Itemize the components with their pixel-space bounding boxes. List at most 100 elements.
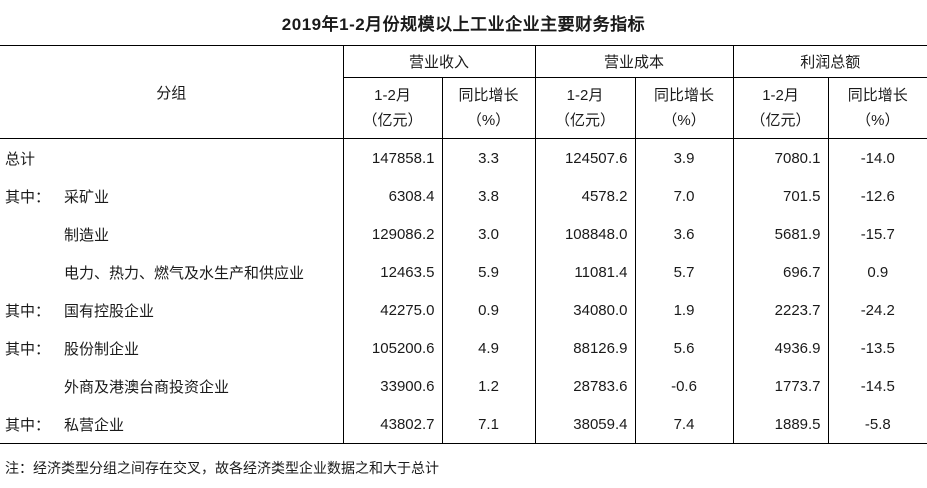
row-header-group: 分组: [0, 45, 343, 139]
table-row-foreign-invested: 外商及港澳台商投资企业 33900.6 1.2 28783.6 -0.6 177…: [0, 367, 927, 405]
row-label: 总计: [0, 139, 343, 178]
row-label: 其中： 国有控股企业: [0, 291, 343, 329]
row-label-name: 私营企业: [64, 416, 125, 434]
revenue-growth-cell: 4.9: [441, 329, 536, 367]
cost-growth-cell: 7.0: [634, 177, 734, 215]
col-group-revenue: 营业收入: [342, 45, 536, 78]
col-group-profit: 利润总额: [732, 45, 927, 78]
col-cost-growth: 同比增长 （%）: [634, 77, 734, 139]
profit-value-cell: 7080.1: [732, 138, 829, 177]
col-group-cost: 营业成本: [534, 45, 734, 78]
row-label-name: 制造业: [64, 226, 110, 244]
cost-value-cell: 38059.4: [534, 405, 636, 444]
col-revenue-growth-line1: 同比增长: [458, 87, 519, 104]
cost-growth-cell: -0.6: [634, 367, 734, 405]
col-cost-value-line2: （亿元）: [555, 112, 616, 129]
cost-value-cell: 108848.0: [534, 215, 636, 253]
cost-growth-cell: 5.6: [634, 329, 734, 367]
table-row-manufacturing: 制造业 129086.2 3.0 108848.0 3.6 5681.9 -15…: [0, 215, 927, 253]
col-cost-growth-line2: （%）: [662, 112, 706, 129]
col-profit-value: 1-2月 （亿元）: [732, 77, 829, 139]
profit-value-cell: 1889.5: [732, 405, 829, 444]
profit-growth-cell: -13.5: [827, 329, 927, 367]
col-cost-growth-line1: 同比增长: [654, 87, 715, 104]
revenue-growth-cell: 5.9: [441, 253, 536, 291]
cost-growth-cell: 7.4: [634, 405, 734, 444]
col-profit-value-line2: （亿元）: [750, 112, 811, 129]
revenue-value-cell: 147858.1: [342, 138, 442, 177]
row-label-name: 国有控股企业: [64, 302, 155, 320]
col-profit-growth-line1: 同比增长: [847, 87, 908, 104]
row-label: 其中： 私营企业: [0, 405, 343, 444]
table-row-state-owned: 其中： 国有控股企业 42275.0 0.9 34080.0 1.9 2223.7…: [0, 291, 927, 329]
revenue-value-cell: 129086.2: [342, 215, 442, 253]
profit-growth-cell: -5.8: [827, 405, 927, 444]
revenue-value-cell: 33900.6: [342, 367, 442, 405]
col-profit-value-line1: 1-2月: [762, 87, 799, 104]
profit-growth-cell: -24.2: [827, 291, 927, 329]
profit-value-cell: 4936.9: [732, 329, 829, 367]
row-label: 其中： 股份制企业: [0, 329, 343, 367]
revenue-growth-cell: 3.8: [441, 177, 536, 215]
cost-growth-cell: 3.9: [634, 138, 734, 177]
revenue-value-cell: 6308.4: [342, 177, 442, 215]
financial-indicators-table: 分组 营业收入 营业成本 利润总额 1-2月 （亿元） 同比增长 （%） 1-2…: [0, 45, 927, 444]
row-label-prefix: 其中：: [5, 416, 51, 434]
cost-growth-cell: 1.9: [634, 291, 734, 329]
col-revenue-value: 1-2月 （亿元）: [342, 77, 442, 139]
cost-growth-cell: 3.6: [634, 215, 734, 253]
revenue-growth-cell: 3.3: [441, 138, 536, 177]
revenue-growth-cell: 1.2: [441, 367, 536, 405]
row-label-name: 电力、热力、燃气及水生产和供应业: [64, 264, 305, 282]
col-revenue-growth-line2: （%）: [466, 112, 511, 129]
col-cost-value: 1-2月 （亿元）: [534, 77, 636, 139]
cost-value-cell: 88126.9: [534, 329, 636, 367]
profit-growth-cell: 0.9: [827, 253, 927, 291]
row-label-prefix: 其中：: [5, 340, 51, 358]
revenue-growth-cell: 3.0: [441, 215, 536, 253]
table-row-shareholding: 其中： 股份制企业 105200.6 4.9 88126.9 5.6 4936.9…: [0, 329, 927, 367]
footnote: 注：经济类型分组之间存在交叉，故各经济类型企业数据之和大于总计: [5, 460, 439, 476]
profit-value-cell: 701.5: [732, 177, 829, 215]
row-label-name: 采矿业: [64, 188, 110, 206]
row-label-name: 外商及港澳台商投资企业: [64, 378, 230, 396]
row-label-prefix: 其中：: [5, 188, 51, 206]
cost-value-cell: 28783.6: [534, 367, 636, 405]
col-cost-value-line1: 1-2月: [566, 87, 604, 104]
row-label: 电力、热力、燃气及水生产和供应业: [0, 253, 343, 291]
revenue-value-cell: 105200.6: [342, 329, 442, 367]
col-profit-growth: 同比增长 （%）: [827, 77, 927, 139]
table-row-mining: 其中： 采矿业 6308.4 3.8 4578.2 7.0 701.5 -12.6: [0, 177, 927, 215]
col-revenue-value-line1: 1-2月: [374, 87, 411, 104]
row-label-prefix: 其中：: [5, 302, 51, 320]
col-revenue-value-line2: （亿元）: [362, 112, 423, 129]
row-label: 其中： 采矿业: [0, 177, 343, 215]
cost-value-cell: 34080.0: [534, 291, 636, 329]
row-label: 制造业: [0, 215, 343, 253]
cost-value-cell: 124507.6: [534, 138, 636, 177]
profit-growth-cell: -14.0: [827, 138, 927, 177]
profit-value-cell: 5681.9: [732, 215, 829, 253]
revenue-value-cell: 42275.0: [342, 291, 442, 329]
col-revenue-growth: 同比增长 （%）: [441, 77, 536, 139]
profit-growth-cell: -15.7: [827, 215, 927, 253]
col-profit-growth-line2: （%）: [856, 112, 900, 129]
profit-growth-cell: -14.5: [827, 367, 927, 405]
row-label-name: 股份制企业: [64, 340, 140, 358]
table-row-utilities: 电力、热力、燃气及水生产和供应业 12463.5 5.9 11081.4 5.7…: [0, 253, 927, 291]
row-label-prefix: 总计: [5, 150, 36, 168]
cost-value-cell: 11081.4: [534, 253, 636, 291]
cost-growth-cell: 5.7: [634, 253, 734, 291]
header-group-row: 分组 营业收入 营业成本 利润总额: [0, 45, 927, 139]
revenue-growth-cell: 7.1: [441, 405, 536, 444]
revenue-value-cell: 12463.5: [342, 253, 442, 291]
profit-value-cell: 2223.7: [732, 291, 829, 329]
revenue-value-cell: 43802.7: [342, 405, 442, 444]
page-title: 2019年1-2月份规模以上工业企业主要财务指标: [281, 15, 646, 34]
revenue-growth-cell: 0.9: [441, 291, 536, 329]
table-row-total: 总计 147858.1 3.3 124507.6 3.9 7080.1 -14.…: [0, 138, 927, 178]
table-row-private: 其中： 私营企业 43802.7 7.1 38059.4 7.4 1889.5 -…: [0, 405, 927, 444]
profit-value-cell: 1773.7: [732, 367, 829, 405]
cost-value-cell: 4578.2: [534, 177, 636, 215]
row-label: 外商及港澳台商投资企业: [0, 367, 343, 405]
